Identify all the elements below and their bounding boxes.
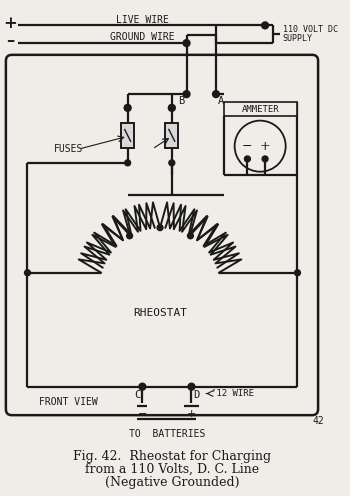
Bar: [121, 123, 134, 148]
Circle shape: [183, 91, 190, 98]
Text: from a 110 Volts, D. C. Line: from a 110 Volts, D. C. Line: [85, 463, 259, 476]
Circle shape: [168, 105, 175, 111]
Text: C: C: [134, 390, 140, 400]
Circle shape: [127, 233, 133, 239]
Text: +: +: [260, 140, 271, 153]
Text: (Negative Grounded): (Negative Grounded): [105, 476, 239, 489]
Circle shape: [244, 156, 250, 162]
Text: ’12 WIRE: ’12 WIRE: [211, 389, 254, 398]
Text: D: D: [194, 390, 199, 400]
Bar: [224, 102, 298, 116]
Text: GROUND WIRE: GROUND WIRE: [110, 32, 175, 42]
Circle shape: [169, 105, 175, 111]
Circle shape: [125, 105, 131, 111]
Text: A: A: [218, 96, 224, 106]
Text: −: −: [138, 409, 147, 419]
Text: Fig. 42.  Rheostat for Charging: Fig. 42. Rheostat for Charging: [73, 450, 271, 463]
Circle shape: [157, 225, 163, 231]
Text: B: B: [178, 96, 184, 106]
Text: FUSES: FUSES: [54, 144, 83, 154]
Bar: [166, 123, 178, 148]
Text: FRONT VIEW: FRONT VIEW: [39, 396, 98, 407]
Text: 110 VOLT DC: 110 VOLT DC: [283, 25, 338, 34]
Circle shape: [262, 156, 268, 162]
Circle shape: [25, 270, 30, 276]
Circle shape: [183, 40, 190, 47]
Circle shape: [188, 383, 195, 390]
Circle shape: [125, 160, 131, 166]
Circle shape: [212, 91, 219, 98]
Text: +: +: [187, 409, 196, 419]
Circle shape: [139, 383, 146, 390]
Circle shape: [169, 160, 175, 166]
Text: –: –: [6, 33, 14, 50]
Text: LIVE WIRE: LIVE WIRE: [116, 14, 169, 24]
Text: RHEOSTAT: RHEOSTAT: [133, 308, 187, 318]
Circle shape: [124, 105, 131, 111]
Text: TO  BATTERIES: TO BATTERIES: [129, 429, 205, 439]
Text: +: +: [3, 15, 17, 32]
Circle shape: [262, 22, 268, 29]
Circle shape: [188, 233, 194, 239]
Text: 42: 42: [312, 416, 324, 426]
Text: SUPPLY: SUPPLY: [283, 34, 313, 43]
Text: −: −: [242, 140, 253, 153]
Text: AMMETER: AMMETER: [241, 105, 279, 115]
Circle shape: [295, 270, 300, 276]
